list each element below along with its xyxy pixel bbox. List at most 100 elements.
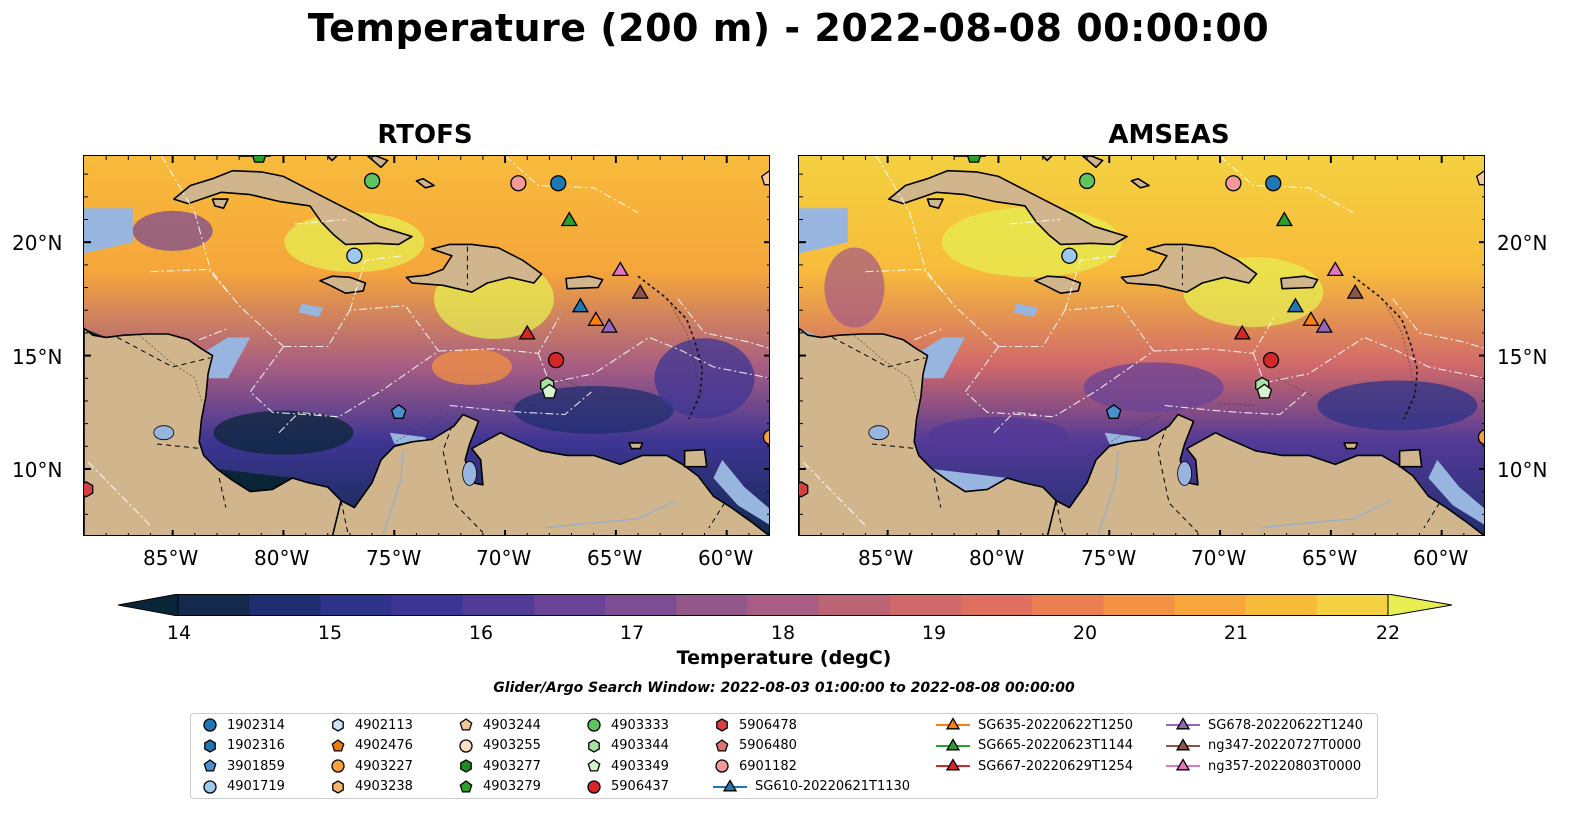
observation-marker — [762, 429, 769, 446]
legend-entry: 4902113 — [329, 715, 413, 735]
bathymetry-contour — [562, 377, 599, 397]
country-border — [831, 336, 926, 368]
legend-marker — [716, 718, 728, 732]
observation-marker — [760, 170, 769, 186]
legend-label: 1902314 — [227, 717, 285, 733]
shallow-shelf — [205, 337, 251, 379]
legend-marker — [587, 779, 601, 794]
legend-marker — [587, 718, 601, 732]
legend-label: SG665-20220623T1144 — [978, 738, 1134, 753]
country-border — [708, 502, 725, 529]
observation-marker — [1061, 247, 1078, 264]
lake-maracaibo — [1177, 461, 1193, 486]
colorbar-segment — [533, 594, 606, 616]
lake-maracaibo — [462, 461, 478, 486]
river — [382, 450, 404, 535]
eez-boundary — [88, 461, 151, 527]
legend-entry: 4903279 — [457, 777, 541, 797]
eez-boundary — [198, 327, 229, 341]
land-south-america — [331, 413, 769, 535]
colorbar-tick: 20 — [1072, 622, 1098, 644]
legend-marker — [1175, 758, 1191, 771]
eez-boundary — [1252, 336, 1484, 384]
legend-label: 4903238 — [355, 779, 413, 794]
colorbar-label: Temperature (degC) — [676, 647, 892, 669]
eez-boundary — [913, 327, 944, 341]
legend-entry: SG635-20220622T1250 — [936, 715, 1133, 735]
legend-symbol — [332, 779, 344, 794]
country-border — [1055, 500, 1064, 533]
land-cuba — [888, 169, 1128, 246]
country-border — [157, 443, 202, 450]
temperature-anomaly — [213, 410, 354, 455]
temperature-anomaly — [1083, 362, 1224, 413]
colorbar-tick: 15 — [317, 622, 343, 644]
legend-symbol — [203, 759, 217, 772]
temperature-anomaly — [513, 386, 674, 434]
land-central-america — [799, 327, 1062, 535]
land-jamaica — [1034, 275, 1082, 294]
observation-marker — [550, 175, 567, 192]
colorbar-segment — [676, 594, 749, 616]
map-panel-amseas[interactable] — [798, 155, 1485, 536]
legend-symbol — [460, 759, 472, 773]
legend-entry: 4903244 — [457, 715, 541, 735]
temperature-anomaly — [431, 348, 512, 385]
legend-label: SG667-20220629T1254 — [978, 758, 1134, 774]
map-panel-rtofs[interactable] — [83, 155, 770, 536]
lon-tick-left: 65°W — [587, 546, 643, 570]
shallow-shelf — [1428, 459, 1484, 525]
eez-boundary — [876, 156, 999, 347]
lon-tick-left: 75°W — [366, 546, 422, 570]
colorbar-segment — [462, 594, 535, 616]
legend-marker — [715, 759, 729, 773]
river — [544, 500, 677, 529]
eez-boundary — [249, 346, 439, 418]
observation-marker — [1262, 351, 1280, 369]
eez-boundary — [278, 411, 322, 434]
colorbar-segment — [1103, 594, 1176, 616]
colorbar-tick: 18 — [770, 622, 796, 644]
legend-entry: SG610-20220621T1130 — [713, 777, 910, 797]
observation-marker — [799, 481, 809, 498]
legend-symbol — [1166, 737, 1200, 750]
legend-symbol — [936, 758, 970, 771]
legend-label: 4901719 — [227, 779, 285, 794]
country-border — [1423, 502, 1440, 529]
land-bahamas1 — [326, 156, 338, 162]
colorbar-frame — [177, 594, 1389, 616]
legend-marker — [459, 718, 473, 731]
shallow-shelf — [799, 208, 848, 254]
land-puerto-rico — [1280, 275, 1319, 290]
country-border — [442, 425, 484, 533]
colorbar-segment — [605, 594, 677, 616]
legend-label: SG635-20220622T1250 — [978, 717, 1134, 733]
observation-marker — [1233, 324, 1251, 340]
shallow-shelf — [1014, 303, 1039, 317]
legend-entry: SG667-20220629T1254 — [936, 756, 1133, 776]
legend-entry: 4901719 — [201, 777, 285, 797]
river — [1259, 500, 1392, 529]
legend-symbol — [459, 738, 473, 753]
lesser-antilles — [637, 275, 704, 420]
legend-entry: 4903333 — [585, 715, 669, 735]
legend-marker — [715, 738, 729, 752]
land-cuba-isle — [211, 198, 229, 210]
panel-title-amseas: AMSEAS — [1108, 120, 1230, 150]
legend-symbol — [936, 717, 970, 730]
colorbar-segment — [320, 594, 393, 616]
observation-marker — [1105, 403, 1122, 419]
lon-tick-right: 65°W — [1302, 546, 1358, 570]
lon-tick-left: 70°W — [476, 546, 532, 570]
land-margarita — [628, 442, 644, 450]
legend-label: 6901182 — [739, 758, 797, 774]
observation-marker — [251, 156, 267, 163]
colorbar-segment — [889, 594, 962, 616]
legend-symbol — [331, 759, 345, 773]
observation-marker — [541, 383, 558, 399]
bathymetry-contour — [670, 305, 701, 401]
legend-symbol — [1166, 717, 1200, 730]
legend-marker — [722, 778, 738, 791]
legend-marker — [204, 738, 216, 753]
land-puerto-rico — [565, 275, 604, 290]
